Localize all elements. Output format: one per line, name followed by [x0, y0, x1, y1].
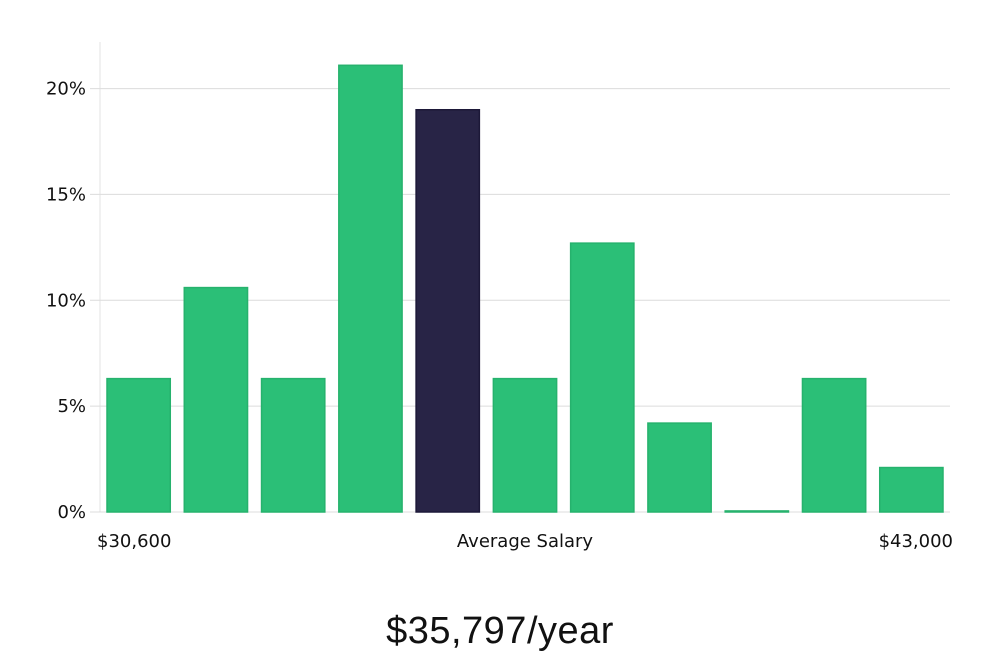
x-axis-title: Average Salary — [457, 531, 594, 552]
y-axis-ticks: 0% 5% 10% 15% 20% — [46, 79, 86, 523]
bar — [569, 242, 635, 513]
bar-average-salary — [415, 108, 481, 513]
bar — [338, 64, 403, 513]
x-min-label: $30,600 — [97, 531, 171, 552]
bar — [801, 377, 867, 513]
salary-histogram: 0% 5% 10% 15% 20% $30,600 Average Salary $43… — [46, 42, 953, 552]
bar — [260, 377, 326, 513]
bar — [106, 377, 172, 513]
y-tick-label: 5% — [57, 396, 86, 417]
bar — [724, 510, 790, 513]
bar — [492, 377, 558, 513]
y-tick-label: 0% — [57, 502, 86, 523]
x-axis-labels: $30,600 Average Salary $43,000 — [97, 531, 953, 552]
y-tick-label: 20% — [46, 79, 86, 100]
bars — [106, 64, 944, 513]
average-salary-value: $35,797/year — [386, 610, 614, 652]
bar — [183, 286, 249, 513]
bar — [647, 422, 712, 513]
y-tick-label: 10% — [46, 290, 86, 311]
x-max-label: $43,000 — [879, 531, 953, 552]
y-tick-label: 15% — [46, 184, 86, 205]
bar — [878, 466, 944, 513]
